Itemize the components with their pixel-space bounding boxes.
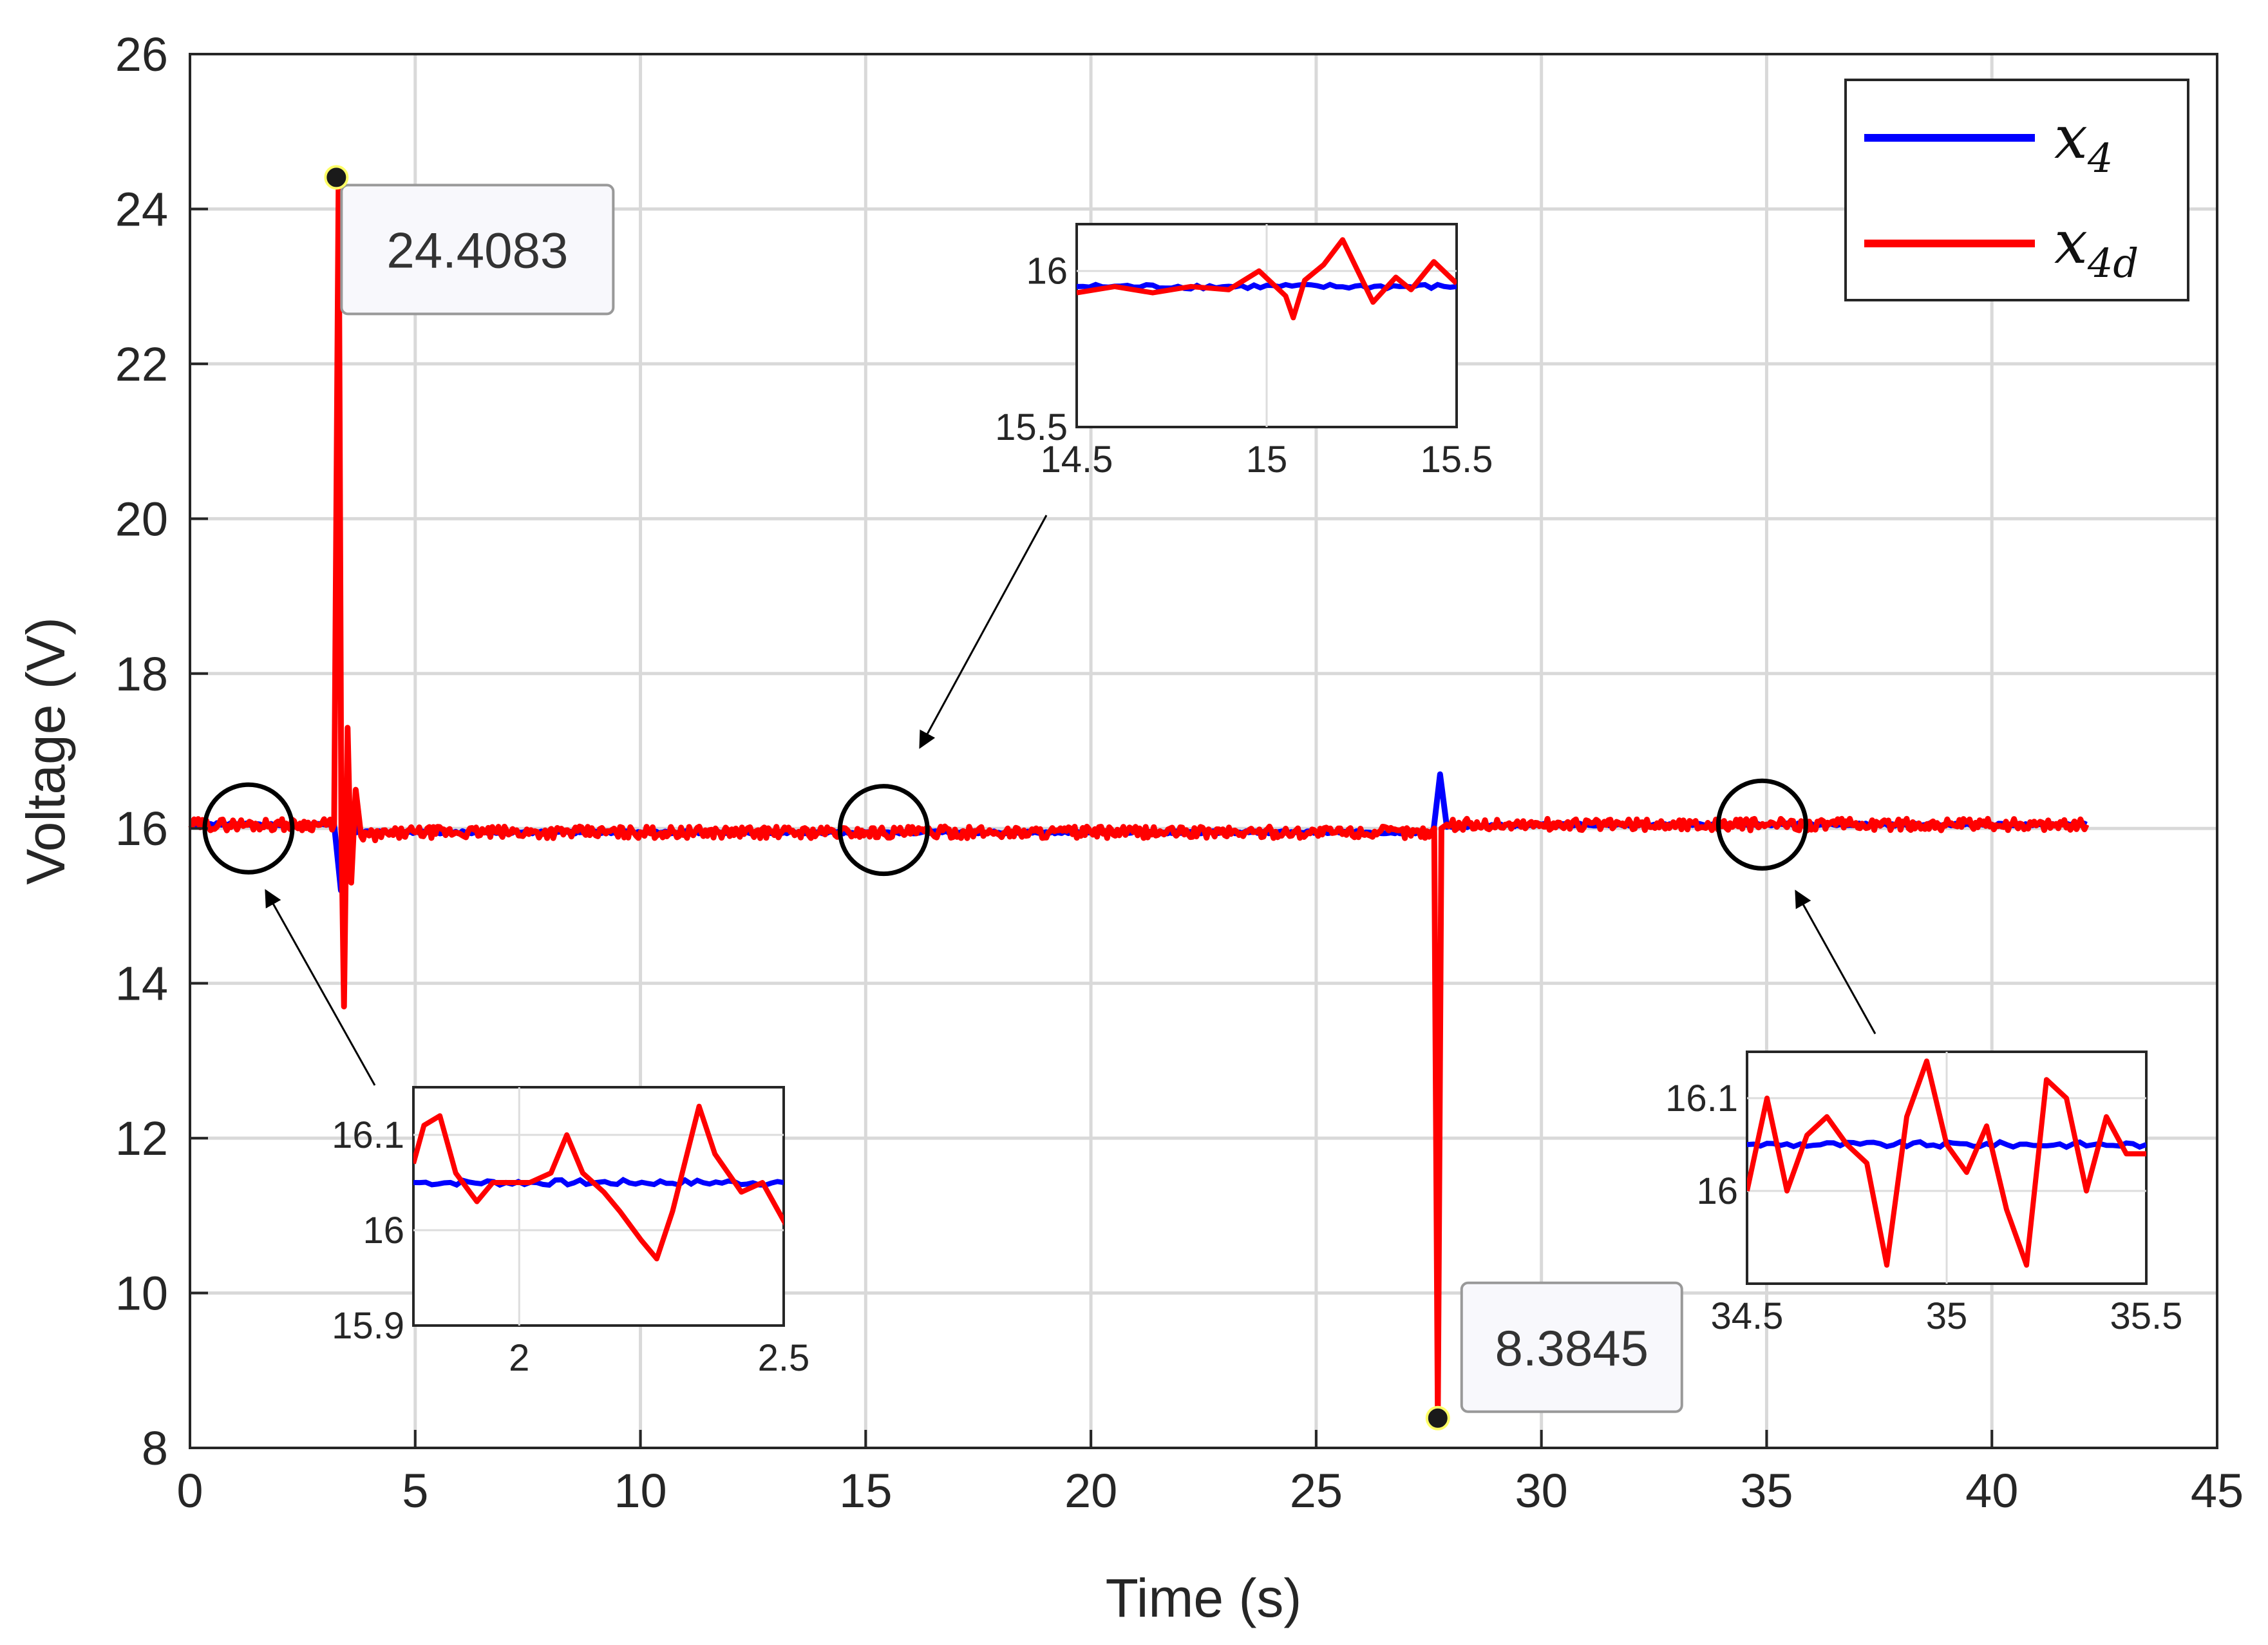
zoom-arrow — [265, 889, 376, 1086]
y-tick-label: 16 — [115, 802, 168, 855]
inset-series-x4 — [413, 1177, 784, 1188]
inset-3: 34.5 35 35.5 16 16.1 — [1665, 1051, 2183, 1337]
zoom-insets: 2 2.5 15.9 16 16.1 14.5 15 15.5 15.5 16 34.5 35 35.5… — [332, 223, 2183, 1379]
x-tick-label: 5 — [402, 1464, 428, 1517]
legend: x4 x4d — [1844, 79, 2189, 301]
zoom-annotations — [202, 515, 1876, 1086]
zoom-circle — [202, 782, 295, 875]
y-tick-label: 26 — [115, 28, 168, 81]
x-tick-label: 35 — [1740, 1464, 1793, 1517]
y-axis-label: Voltage (V) — [15, 617, 76, 885]
y-tick-label: 18 — [115, 647, 168, 701]
zoom-circle — [1715, 778, 1808, 871]
inset-y-tick-label: 16 — [363, 1210, 404, 1251]
x-tick-label: 25 — [1290, 1464, 1343, 1517]
inset-x-tick-label: 14.5 — [1041, 439, 1113, 480]
inset-y-tick-label: 16 — [1026, 251, 1068, 292]
inset-x-tick-label: 2 — [509, 1337, 529, 1379]
data-tip-marker — [1425, 1405, 1450, 1431]
zoom-circle — [837, 784, 930, 877]
x-tick-label: 0 — [176, 1464, 203, 1517]
data-tip-label: 8.3845 — [1495, 1320, 1649, 1376]
y-tick-label: 14 — [115, 957, 168, 1011]
x-tick-label: 20 — [1064, 1464, 1117, 1517]
inset-2: 14.5 15 15.5 15.5 16 — [995, 223, 1493, 480]
legend-box — [1844, 79, 2189, 301]
series-line-x4d — [188, 174, 2090, 1422]
zoom-arrow — [919, 515, 1048, 749]
inset-y-tick-label: 16.1 — [332, 1114, 404, 1156]
x-tick-label: 30 — [1515, 1464, 1568, 1517]
y-tick-label: 20 — [115, 492, 168, 546]
main-tick-labels: 0 5 10 15 20 25 30 35 40 45 8 10 12 14 16 18 20 22 24 26 — [115, 28, 2244, 1517]
inset-series-x4 — [1077, 281, 1457, 292]
data-tip-marker — [324, 165, 349, 190]
data-tip-label: 24.4083 — [386, 222, 568, 278]
y-tick-label: 10 — [115, 1267, 168, 1320]
x-axis-label: Time (s) — [1106, 1568, 1302, 1628]
inset-x-tick-label: 2.5 — [758, 1337, 810, 1379]
x-tick-label: 40 — [1965, 1464, 2018, 1517]
y-tick-label: 8 — [142, 1422, 168, 1475]
plot-frame — [189, 53, 2218, 1449]
x-tick-label: 45 — [2191, 1464, 2244, 1517]
inset-y-tick-label: 15.9 — [332, 1305, 404, 1347]
inset-x-tick-label: 15.5 — [1421, 439, 1493, 480]
y-tick-label: 24 — [115, 182, 168, 236]
y-tick-label: 22 — [115, 338, 168, 391]
inset-x-tick-label: 15 — [1246, 439, 1288, 480]
inset-1: 2 2.5 15.9 16 16.1 — [332, 1086, 810, 1379]
inset-series-x4d — [1077, 237, 1457, 321]
inset-series-x4d — [1747, 1058, 2146, 1268]
inset-x-tick-label: 35 — [1926, 1295, 1968, 1337]
data-tips: 24.4083 8.3845 — [324, 165, 1683, 1431]
x-tick-label: 10 — [614, 1464, 666, 1517]
data-tip-box — [1460, 1281, 1683, 1413]
inset-series-x4d — [413, 1103, 784, 1262]
legend-label-x4: x4 — [2054, 103, 2113, 182]
inset-y-tick-label: 16 — [1696, 1170, 1738, 1212]
inset-x-tick-label: 34.5 — [1711, 1295, 1784, 1337]
inset-y-tick-label: 16.1 — [1665, 1078, 1738, 1119]
y-tick-label: 12 — [115, 1112, 168, 1165]
inset-y-tick-label: 15.5 — [995, 406, 1068, 448]
main-series-group — [188, 174, 2090, 1422]
inset-x-tick-label: 35.5 — [2110, 1295, 2183, 1337]
data-tip-box — [340, 184, 615, 316]
inset-frame — [412, 1086, 785, 1327]
x-tick-label: 15 — [839, 1464, 892, 1517]
legend-label-x4d: x4d — [2054, 208, 2139, 287]
zoom-arrow — [1795, 889, 1876, 1034]
